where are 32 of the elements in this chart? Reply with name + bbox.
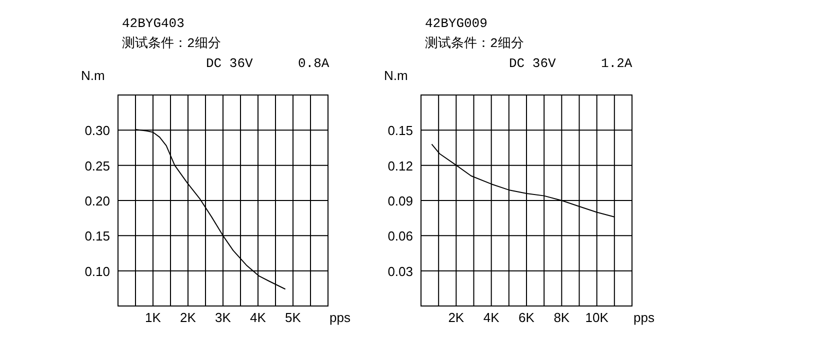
x-tick-label: 1K bbox=[145, 310, 162, 325]
y-tick-label: 0.20 bbox=[84, 194, 110, 208]
y-tick-label: 0.12 bbox=[388, 158, 413, 174]
x-tick-label: 5K bbox=[285, 310, 302, 325]
x-tick-label: 6K bbox=[518, 310, 535, 325]
y-tick-label: 0.10 bbox=[84, 264, 110, 279]
chart-title: 42BYG009 bbox=[425, 16, 488, 31]
text: 0.8A bbox=[298, 56, 330, 71]
y-axis-title: N.m bbox=[81, 68, 105, 83]
chart-title: 42BYG403 bbox=[122, 16, 184, 31]
chart-subtitle: 测试条件：2细分 bbox=[425, 36, 524, 51]
y-tick-label: 0.03 bbox=[388, 264, 413, 279]
y-tick-label: 0.25 bbox=[84, 158, 110, 174]
x-tick-label: 4K bbox=[483, 310, 500, 325]
x-axis-title: pps bbox=[634, 310, 655, 325]
text: DC 36V bbox=[509, 56, 556, 71]
x-tick-label: 8K bbox=[554, 310, 570, 325]
text: 1.2A bbox=[601, 56, 632, 71]
x-tick-label: 4K bbox=[250, 310, 266, 325]
x-tick-label: 3K bbox=[215, 310, 232, 325]
x-tick-label: 10K bbox=[585, 310, 609, 325]
y-tick-label: 0.15 bbox=[388, 123, 413, 138]
y-tick-label: 0.30 bbox=[84, 123, 110, 138]
x-tick-label: 2K bbox=[448, 310, 464, 325]
x-tick-label: 2K bbox=[180, 310, 196, 325]
y-tick-label: 0.15 bbox=[84, 228, 110, 244]
y-tick-label: 0.09 bbox=[388, 194, 413, 208]
text: DC 36V bbox=[206, 56, 254, 71]
chart-subtitle: 测试条件：2细分 bbox=[122, 36, 221, 51]
y-axis-title: N.m bbox=[384, 68, 408, 83]
x-axis-title: pps bbox=[330, 310, 351, 325]
y-tick-label: 0.06 bbox=[388, 228, 413, 244]
